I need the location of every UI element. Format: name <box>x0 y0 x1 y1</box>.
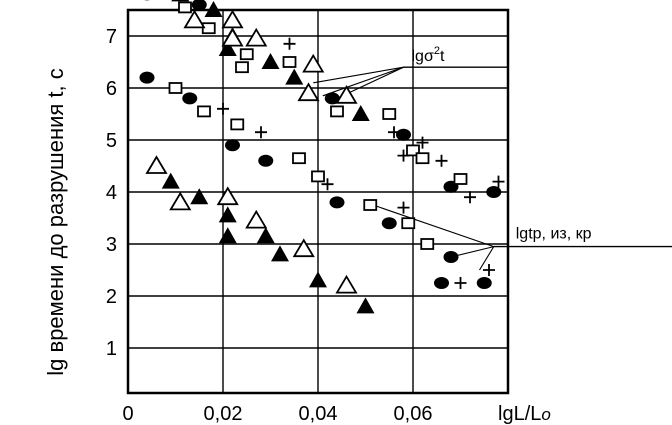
point-plus <box>464 191 476 204</box>
y-tick-label: 1 <box>106 338 117 360</box>
point-filled-circle <box>396 128 411 141</box>
x-axis-label: lgL/Lo <box>498 403 551 425</box>
point-open-triangle <box>221 27 244 47</box>
point-filled-triangle <box>204 1 223 17</box>
x-axis-label-sub: o <box>541 405 550 424</box>
point-open-square <box>363 199 378 211</box>
point-open-square <box>168 82 183 94</box>
point-filled-circle <box>191 0 207 11</box>
point-open-square <box>420 238 435 250</box>
x-tick-label: 0 <box>122 403 133 425</box>
point-plus <box>397 201 410 214</box>
point-open-square <box>282 56 297 68</box>
point-filled-circle <box>486 186 502 198</box>
point-open-triangle <box>221 9 244 29</box>
y-tick-label: 3 <box>106 234 117 256</box>
point-open-triangle <box>245 27 268 47</box>
point-filled-circle <box>258 154 274 167</box>
point-plus <box>255 126 267 139</box>
point-open-triangle <box>183 9 206 29</box>
point-plus <box>492 175 505 188</box>
point-filled-triangle <box>171 0 190 2</box>
point-open-triangle <box>292 238 315 258</box>
point-plus <box>435 154 448 167</box>
point-filled-triangle <box>285 68 304 85</box>
point-plus <box>283 37 296 50</box>
point-open-triangle <box>145 155 168 174</box>
y-axis-label: lg времени до разрушения t, с <box>43 68 68 375</box>
point-open-triangle <box>245 209 268 229</box>
point-open-square <box>311 170 325 183</box>
point-open-square <box>197 105 211 118</box>
point-plus <box>454 277 467 289</box>
point-open-square <box>401 217 416 230</box>
point-filled-triangle <box>309 271 327 288</box>
y-tick-label: 2 <box>106 286 117 308</box>
point-filled-triangle <box>190 188 209 205</box>
annotation-leader <box>313 66 404 84</box>
annotation-label: lgtр, из, кр <box>516 226 592 243</box>
point-filled-circle <box>381 217 397 230</box>
point-filled-triangle <box>351 105 370 121</box>
point-open-square <box>230 118 245 131</box>
point-plus <box>321 178 334 191</box>
y-tick-label: 4 <box>106 182 117 204</box>
point-open-square <box>235 61 249 74</box>
annotations: lgσ2t lgtр, из, кр <box>313 45 672 271</box>
point-open-square <box>330 105 344 118</box>
point-filled-circle <box>225 139 240 152</box>
point-open-triangle <box>335 85 358 104</box>
point-open-triangle <box>335 274 358 294</box>
plot-frame <box>126 8 510 395</box>
point-filled-triangle <box>256 227 275 244</box>
y-tick-labels: 12345678 <box>106 26 117 360</box>
point-plus <box>217 102 229 115</box>
point-filled-triangle <box>161 172 180 189</box>
point-open-square <box>239 48 254 61</box>
x-tick-label: 0,06 <box>394 403 433 425</box>
point-plus <box>397 149 410 162</box>
point-plus <box>483 264 495 276</box>
point-filled-triangle <box>356 297 375 314</box>
point-filled-triangle <box>218 206 237 223</box>
point-open-triangle <box>216 186 239 206</box>
point-open-square <box>415 152 430 165</box>
y-tick-label: 6 <box>106 78 117 100</box>
point-filled-triangle <box>218 40 237 56</box>
point-open-square <box>406 144 420 157</box>
point-open-triangle <box>297 82 320 102</box>
point-open-square <box>453 173 468 185</box>
point-filled-circle <box>139 71 155 84</box>
point-open-triangle <box>302 53 325 73</box>
annotation-leader <box>479 246 495 271</box>
annotation-leader <box>365 201 494 248</box>
annotation-label: lgσ2t <box>412 45 445 65</box>
point-open-square <box>382 108 397 120</box>
point-filled-circle <box>443 251 459 263</box>
point-filled-circle <box>476 277 492 289</box>
point-filled-triangle <box>271 245 289 262</box>
point-filled-circle <box>324 92 340 105</box>
point-filled-triangle <box>261 53 280 69</box>
point-plus <box>388 126 400 139</box>
point-open-triangle <box>169 191 192 211</box>
x-axis-label-main: lgL/L <box>498 403 541 425</box>
point-plus <box>416 136 429 149</box>
point-filled-triangle <box>218 227 237 244</box>
point-filled-circle <box>182 92 198 105</box>
point-open-square <box>178 1 192 14</box>
data-points <box>139 0 505 314</box>
point-filled-circle <box>329 196 345 209</box>
y-tick-label: 5 <box>106 130 117 152</box>
y-tick-label: 7 <box>106 26 117 48</box>
x-tick-label: 0,04 <box>299 403 338 425</box>
x-tick-label: 0,02 <box>204 403 243 425</box>
point-open-square <box>292 152 306 165</box>
grid <box>128 10 508 393</box>
point-filled-circle <box>434 277 449 289</box>
x-tick-labels: 0 0,02 0,04 0,06 <box>122 403 432 425</box>
annotation-leader <box>322 66 404 97</box>
